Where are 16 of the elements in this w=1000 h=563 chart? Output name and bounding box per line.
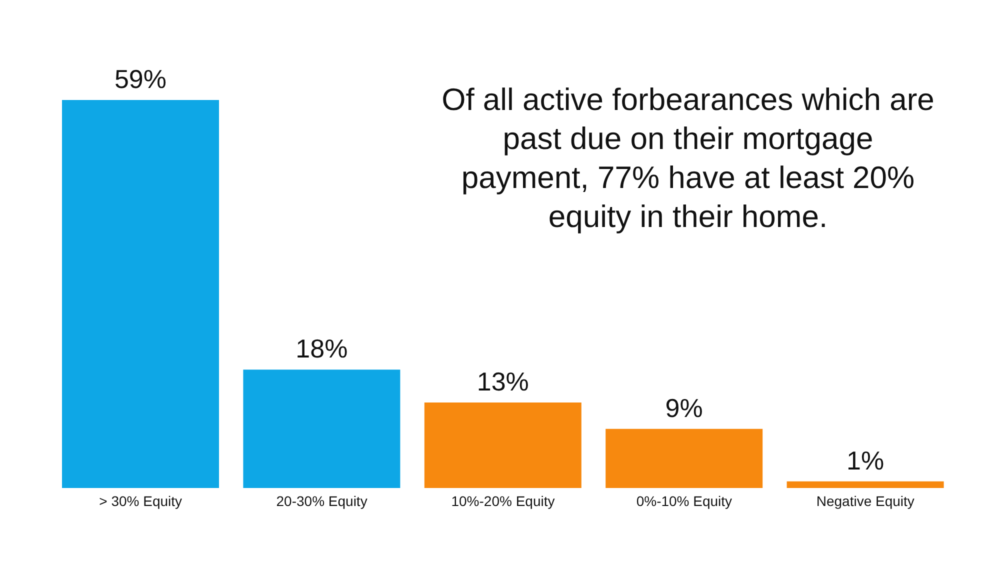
x-tick-label: Negative Equity: [816, 492, 914, 509]
data-label: 13%: [476, 366, 529, 397]
x-tick-label: 20-30% Equity: [276, 492, 368, 509]
data-label: 59%: [114, 64, 167, 94]
bar: [424, 402, 582, 488]
x-tick-label: > 30% Equity: [99, 492, 182, 509]
bar: [786, 481, 944, 488]
bar: [62, 100, 219, 488]
bar: [243, 370, 400, 488]
data-label: 18%: [296, 334, 348, 364]
data-label: 9%: [665, 392, 703, 423]
data-label: 1%: [846, 445, 884, 476]
bar: [606, 428, 763, 488]
x-tick-label: 10%-20% Equity: [451, 492, 555, 509]
note-text: Of all active forbearances which are past due on their mortgage payment, 77% have at least 20% equity in their home.: [440, 81, 936, 236]
x-tick-label: 0%-10% Equity: [636, 492, 732, 509]
